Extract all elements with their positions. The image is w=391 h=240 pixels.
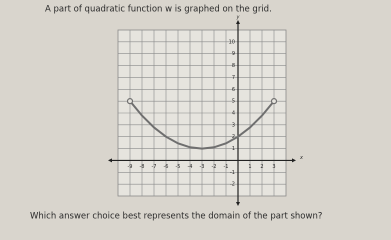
x-tick-label: 1 <box>248 164 251 170</box>
x-tick-label: -1 <box>224 164 229 170</box>
x-tick-label: -4 <box>188 164 193 170</box>
y-tick-label: -1 <box>230 170 235 176</box>
question-text: A part of quadratic function w is graphe… <box>45 5 272 15</box>
y-tick-label: 4 <box>232 111 235 117</box>
endpoint <box>270 98 278 105</box>
y-tick-label: 9 <box>232 51 235 57</box>
x-tick-label: 2 <box>260 164 263 170</box>
y-tick-label: -2 <box>230 182 235 188</box>
y-tick-label: 6 <box>232 87 235 93</box>
endpoint <box>126 98 134 105</box>
x-tick-label: -5 <box>176 164 181 170</box>
y-tick-label: 1 <box>232 146 235 152</box>
x-tick-label: -7 <box>152 164 157 170</box>
x-axis-label: x <box>299 155 303 161</box>
page: {"header": {"text": "A part of quadratic… <box>30 4 323 222</box>
y-tick-label: 10 <box>229 39 235 45</box>
x-tick-label: -3 <box>200 164 205 170</box>
x-tick-label: -9 <box>128 164 133 170</box>
x-tick-label: -8 <box>140 164 145 170</box>
y-tick-label: 8 <box>232 63 235 69</box>
prompt-text: Which answer choice best represents the … <box>30 212 322 222</box>
y-tick-label: 7 <box>232 75 235 81</box>
worksheet: A part of quadratic function w is graphe… <box>30 5 322 222</box>
curve <box>129 100 275 150</box>
x-tick-label: -2 <box>212 164 217 170</box>
y-tick-label: 2 <box>232 134 235 140</box>
x-tick-label: -6 <box>164 164 169 170</box>
y-tick-label: 3 <box>232 122 235 128</box>
x-tick-label: 3 <box>272 164 275 170</box>
y-axis-label: y <box>236 15 241 21</box>
y-tick-label: 5 <box>232 99 235 105</box>
